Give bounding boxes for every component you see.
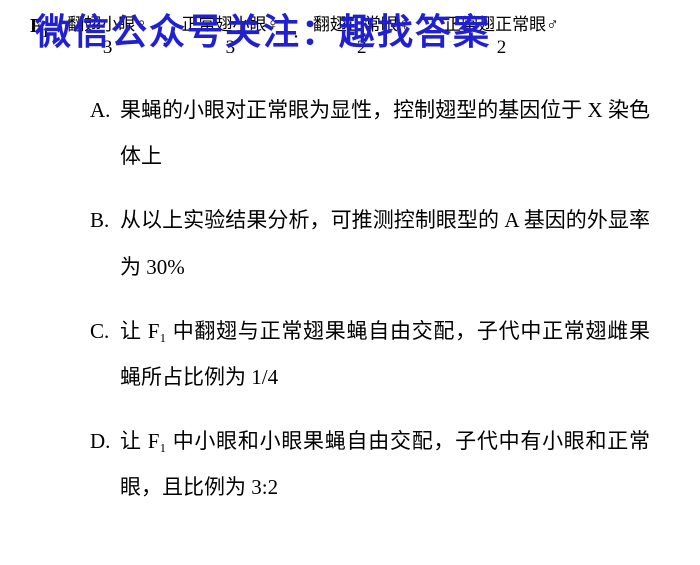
option-a: A. 果蝇的小眼对正常眼为显性，控制翅型的基因位于 X 染色体上 <box>90 87 650 179</box>
option-label: D. <box>90 418 110 464</box>
option-b: B. 从以上实验结果分析，可推测控制眼型的 A 基因的外显率为 30% <box>90 197 650 289</box>
option-label: B. <box>90 197 109 243</box>
option-text: 果蝇的小眼对正常眼为显性，控制翅型的基因位于 X 染色体上 <box>120 87 650 179</box>
option-c: C. 让 F₁ 中翻翅与正常翅果蝇自由交配，子代中正常翅雌果蝇所占比例为 1/4 <box>90 308 650 400</box>
option-d: D. 让 F₁ 中小眼和小眼果蝇自由交配，子代中有小眼和正常眼，且比例为 3:2 <box>90 418 650 510</box>
watermark-overlay: 微信公众号关注：趣找答案 <box>35 3 670 55</box>
option-text: 让 F₁ 中翻翅与正常翅果蝇自由交配，子代中正常翅雌果蝇所占比例为 1/4 <box>120 308 650 400</box>
option-label: C. <box>90 308 109 354</box>
option-label: A. <box>90 87 110 133</box>
options-list: A. 果蝇的小眼对正常眼为显性，控制翅型的基因位于 X 染色体上 B. 从以上实… <box>30 87 670 511</box>
option-text: 从以上实验结果分析，可推测控制眼型的 A 基因的外显率为 30% <box>120 197 650 289</box>
option-text: 让 F₁ 中小眼和小眼果蝇自由交配，子代中有小眼和正常眼，且比例为 3:2 <box>120 418 650 510</box>
